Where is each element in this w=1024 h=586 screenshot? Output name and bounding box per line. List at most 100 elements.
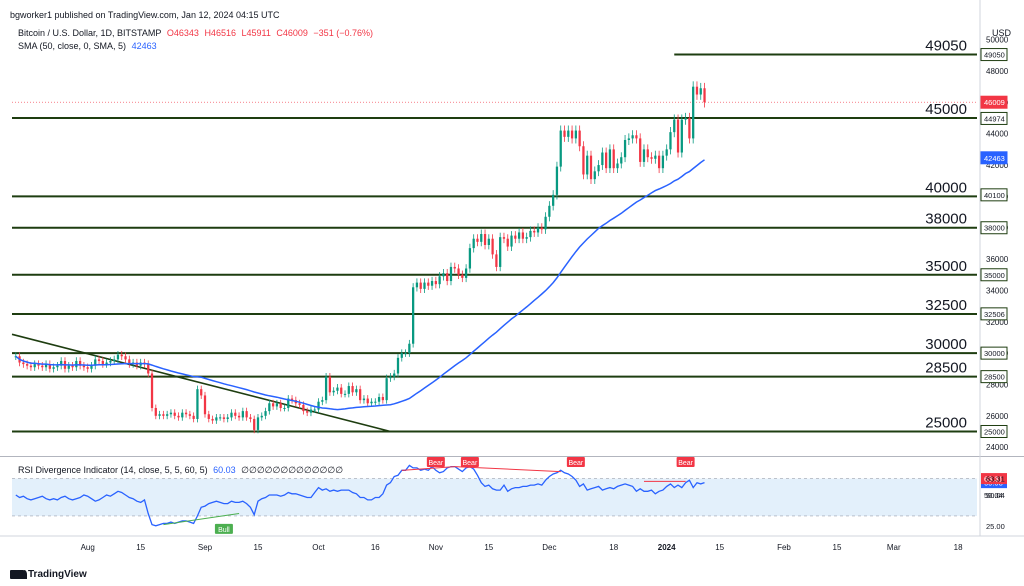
candle-body: [158, 414, 161, 416]
candle-body: [669, 132, 672, 150]
candle-body: [355, 389, 358, 393]
candle-body: [44, 364, 48, 368]
ohlc-low: L45911: [241, 28, 271, 38]
candle-body: [536, 227, 540, 233]
candle-body: [472, 238, 475, 249]
price-tag-label: 30000: [984, 349, 1005, 358]
candle-body: [362, 398, 366, 401]
bear-marker-label: Bear: [428, 460, 443, 467]
candle-body: [563, 130, 566, 137]
candle-body: [517, 232, 521, 239]
candle-body: [415, 282, 419, 288]
candle-body: [385, 378, 388, 401]
candle-body: [586, 155, 589, 175]
candle-body: [82, 365, 86, 368]
currency-label[interactable]: USD: [992, 28, 1012, 38]
candle-body: [90, 365, 93, 369]
candle-body: [203, 395, 207, 415]
price-tick-label: 50000: [986, 36, 1009, 45]
candle-body: [234, 412, 237, 416]
candle-body: [582, 146, 585, 175]
candle-body: [162, 414, 165, 416]
time-tick-label: 15: [136, 543, 145, 552]
candle-body: [540, 227, 543, 230]
candle-body: [351, 386, 354, 393]
price-tick-label: 24000: [986, 443, 1009, 452]
candle-body: [468, 248, 472, 269]
candle-body: [449, 266, 453, 282]
bear-marker-label: Bear: [678, 460, 693, 467]
bull-marker: [214, 523, 233, 534]
sma-line: [15, 159, 705, 411]
time-tick-label: Dec: [542, 543, 556, 552]
candle-body: [381, 397, 384, 401]
bear-marker-label: Bear: [568, 460, 583, 467]
level-label: 35000: [925, 258, 967, 275]
candle-body: [605, 152, 608, 169]
candle-body: [86, 367, 89, 369]
candle-body: [56, 365, 59, 368]
rsi-title: RSI Divergence Indicator (14, close, 5, …: [18, 465, 208, 475]
candle-body: [434, 281, 437, 285]
candle-body: [192, 415, 195, 419]
candle-body: [253, 418, 256, 430]
time-tick-label: 15: [484, 543, 493, 552]
candle-body: [533, 230, 536, 233]
price-tag-label: 46009: [984, 98, 1005, 107]
time-tick-label: 2024: [658, 543, 676, 552]
candle-body: [207, 414, 210, 419]
price-tag-label: 25000: [984, 427, 1005, 436]
candle-body: [279, 403, 282, 408]
candle-body: [461, 274, 464, 278]
bear-marker-label: Bear: [463, 460, 478, 467]
time-tick-label: Nov: [429, 543, 443, 552]
candle-body: [703, 88, 706, 103]
candle-body: [552, 194, 555, 206]
candle-body: [340, 387, 343, 394]
candle-body: [442, 273, 445, 277]
candle-body: [211, 418, 214, 421]
candle-body: [169, 412, 173, 415]
price-tick-label: 32000: [986, 318, 1009, 327]
candle-body: [116, 354, 120, 360]
candle-body: [665, 149, 668, 156]
candle-body: [608, 149, 612, 169]
rsi-tag: [981, 473, 1007, 485]
candle-body: [680, 119, 683, 153]
candle-body: [200, 389, 203, 396]
candle-body: [113, 359, 116, 361]
ohlc-high: H46516: [204, 28, 236, 38]
rsi-tick-label: 63.31: [986, 475, 1005, 484]
candle-body: [150, 373, 154, 408]
ohlc-close: C46009: [276, 28, 308, 38]
candle-body: [676, 119, 680, 153]
candle-body: [673, 119, 676, 133]
candle-body: [33, 364, 36, 368]
candle-body: [661, 155, 665, 169]
candle-body: [219, 417, 222, 419]
price-tick-label: 48000: [986, 67, 1009, 76]
candle-body: [412, 287, 415, 344]
time-tick-label: 16: [371, 543, 380, 552]
level-label: 25000: [925, 414, 967, 431]
bear-marker: [460, 457, 479, 467]
candle-body: [177, 415, 180, 418]
candle-body: [623, 139, 627, 158]
time-tick-label: 18: [609, 543, 618, 552]
candle-body: [559, 130, 562, 167]
candle-body: [275, 403, 279, 407]
candle-body: [317, 401, 320, 410]
symbol-title: Bitcoin / U.S. Dollar, 1D, BITSTAMP: [18, 28, 162, 38]
candle-body: [631, 135, 634, 139]
candle-body: [306, 411, 309, 413]
candle-body: [620, 157, 623, 164]
bull-marker-label: Bull: [218, 527, 230, 534]
candle-body: [60, 360, 63, 366]
price-tag: [980, 370, 1008, 384]
candle-body: [347, 386, 350, 394]
candle-body: [476, 238, 479, 242]
price-tag-label: 35000: [984, 271, 1005, 280]
candle-body: [370, 401, 373, 404]
candle-body: [215, 417, 218, 421]
